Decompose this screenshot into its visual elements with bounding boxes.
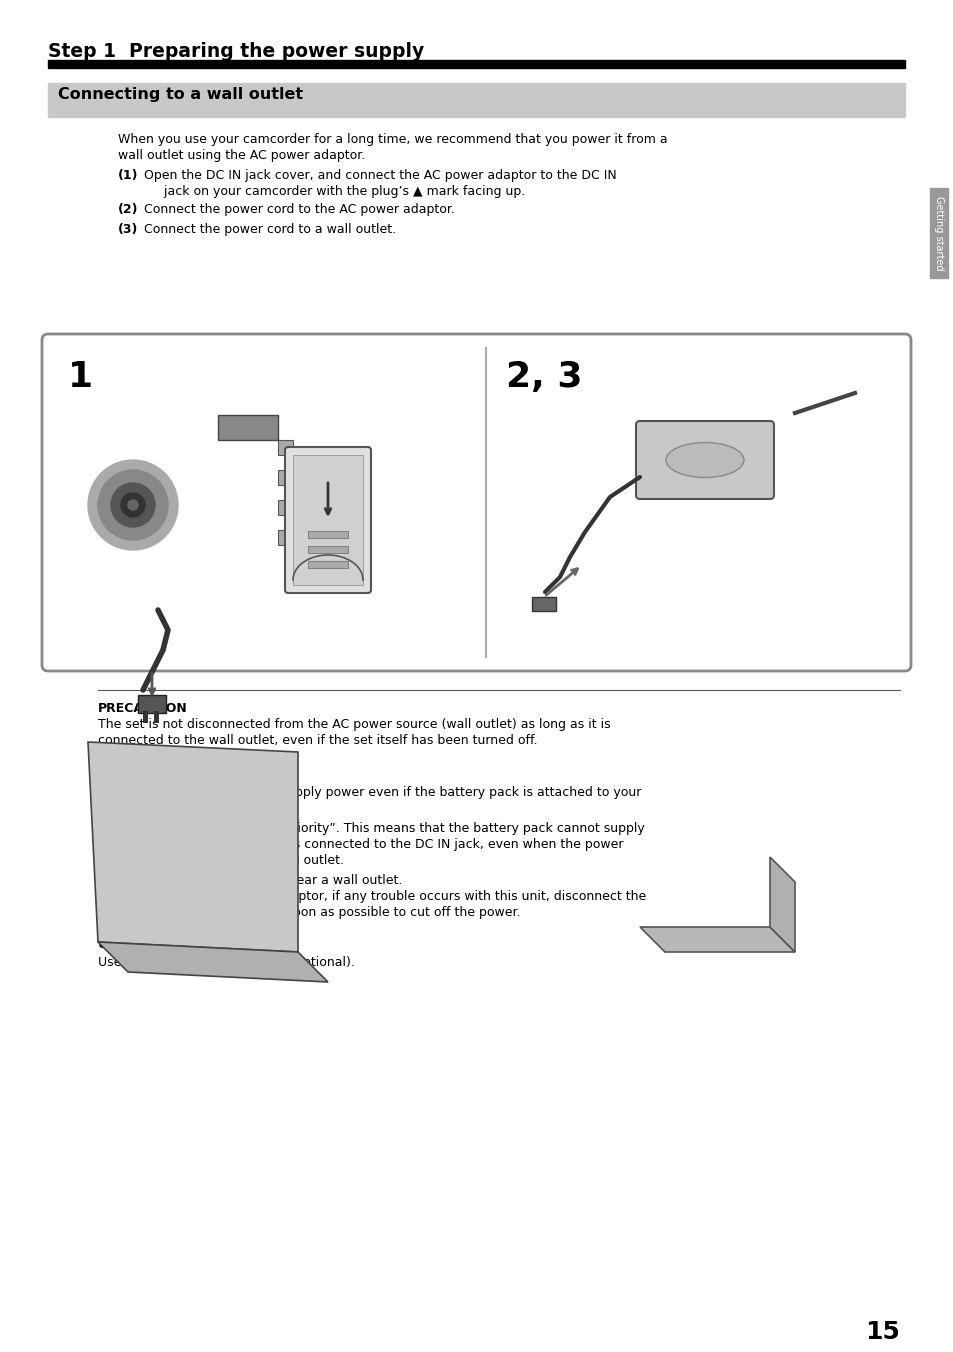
Bar [532,598,556,611]
Text: 1: 1 [68,360,93,393]
FancyBboxPatch shape [42,334,910,671]
Text: Step 1  Preparing the power supply: Step 1 Preparing the power supply [48,42,424,61]
Polygon shape [98,942,328,982]
Text: When you use your camcorder for a long time, we recommend that you power it from: When you use your camcorder for a long t… [118,132,667,146]
Text: camcorder.: camcorder. [110,802,180,815]
Circle shape [111,483,154,527]
Text: The DC IN jack has “source priority”. This means that the battery pack cannot su: The DC IN jack has “source priority”. Th… [110,822,644,836]
Bar [308,561,348,568]
Bar [143,711,148,723]
Text: (2): (2) [118,203,138,216]
Circle shape [88,460,178,550]
Text: (1): (1) [118,169,138,183]
Circle shape [121,493,145,516]
Text: Using a car battery: Using a car battery [98,938,233,950]
Text: PRECAUTION: PRECAUTION [98,702,188,715]
Bar [138,695,166,713]
Text: Connecting to a wall outlet: Connecting to a wall outlet [58,87,303,101]
Bar [277,470,293,485]
Bar [277,500,293,515]
Text: jack on your camcorder with the plug’s ▲ mark facing up.: jack on your camcorder with the plug’s ▲… [140,185,525,197]
Text: any power if the power cord is connected to the DC IN jack, even when the power: any power if the power cord is connected… [110,838,623,850]
Text: 2, 3: 2, 3 [505,360,582,393]
Text: cord is not plugged into a wall outlet.: cord is not plugged into a wall outlet. [110,854,344,867]
Text: Notes: Notes [98,768,141,781]
Text: 15: 15 [864,1320,899,1344]
Ellipse shape [665,442,743,477]
Text: The AC power adaptor can supply power even if the battery pack is attached to yo: The AC power adaptor can supply power ev… [110,786,640,799]
Bar [277,530,293,545]
Bar [48,82,904,118]
Text: •: • [98,822,105,836]
Text: Connect the power cord to the AC power adaptor.: Connect the power cord to the AC power a… [140,203,455,216]
Text: •: • [98,786,105,799]
Bar [293,456,363,585]
Text: (3): (3) [118,223,138,237]
FancyBboxPatch shape [285,448,371,594]
Polygon shape [639,927,794,952]
Bar [308,546,348,553]
Text: •: • [98,873,105,887]
Bar [929,188,947,279]
Polygon shape [293,556,363,580]
Polygon shape [769,857,794,952]
Circle shape [128,500,138,510]
Bar [277,439,293,456]
Text: The set is not disconnected from the AC power source (wall outlet) as long as it: The set is not disconnected from the AC … [98,718,610,731]
Text: Place the AC power adaptor near a wall outlet.: Place the AC power adaptor near a wall o… [110,873,402,887]
Bar [308,531,348,538]
Bar [218,415,277,439]
Text: wall outlet using the AC power adaptor.: wall outlet using the AC power adaptor. [118,149,365,162]
Text: connected to the wall outlet, even if the set itself has been turned off.: connected to the wall outlet, even if th… [98,734,537,748]
Bar [153,711,159,723]
Text: Connect the power cord to a wall outlet.: Connect the power cord to a wall outlet. [140,223,395,237]
Circle shape [98,470,168,539]
Text: Use Sony DC Adaptor/Charger (optional).: Use Sony DC Adaptor/Charger (optional). [98,956,355,969]
FancyBboxPatch shape [636,420,773,499]
Polygon shape [88,742,297,952]
Text: While using the AC power adaptor, if any trouble occurs with this unit, disconne: While using the AC power adaptor, if any… [110,890,645,903]
Text: plug from the wall outlet as soon as possible to cut off the power.: plug from the wall outlet as soon as pos… [110,906,520,919]
Text: Open the DC IN jack cover, and connect the AC power adaptor to the DC IN: Open the DC IN jack cover, and connect t… [140,169,616,183]
Bar [48,59,904,68]
Text: Getting started: Getting started [933,196,943,270]
